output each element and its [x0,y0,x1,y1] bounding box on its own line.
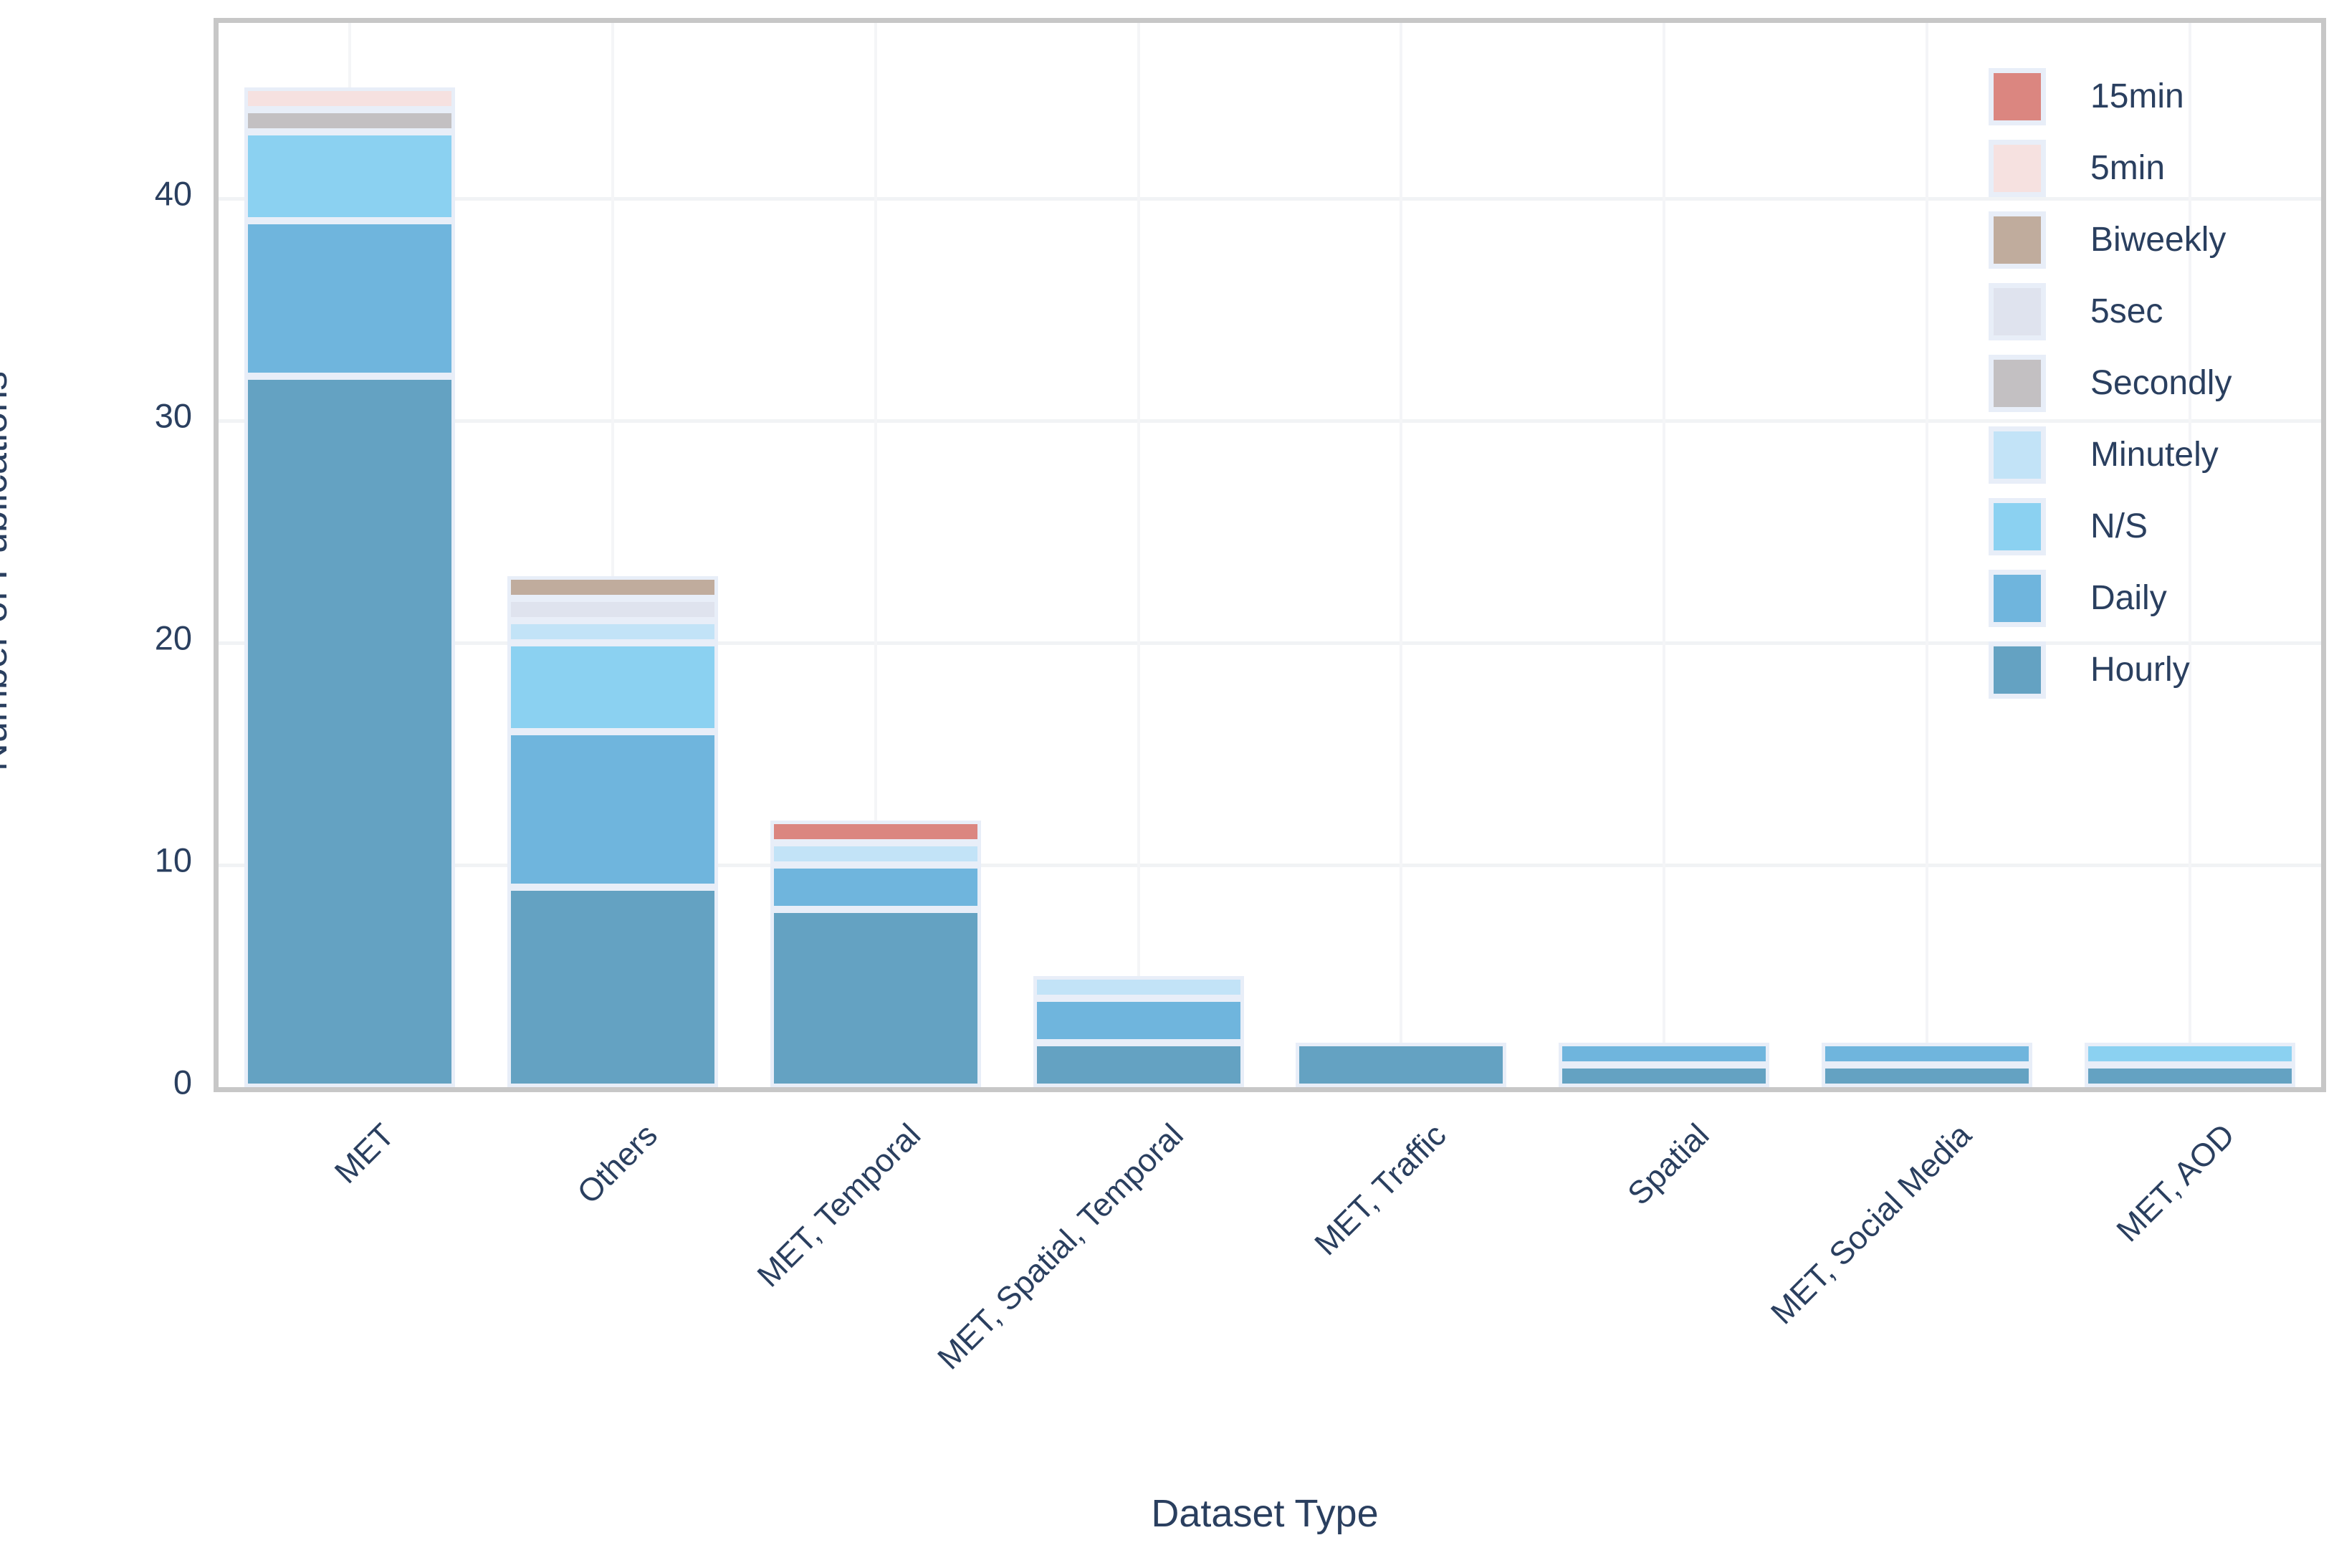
y-tick-label-20: 20 [154,618,192,657]
legend-item-15min: 15min [1989,61,2232,133]
bar-segment-5min [244,87,456,110]
gridline-horizontal [219,864,2321,867]
gridline-vertical [874,23,877,1087]
bar-met-aod [2084,23,2295,1087]
bar-met-traffic [1296,23,1507,1087]
legend-item-5sec: 5sec [1989,276,2232,348]
y-axis-title: Number of Publications [0,371,15,772]
bar-segment-minutely [1033,976,1244,998]
bar-segment-n-s [507,643,719,732]
legend-item-hourly: Hourly [1989,634,2232,706]
gridline-vertical [1925,23,1928,1087]
plot-area [214,18,2326,1092]
y-tick-label-10: 10 [154,841,192,879]
legend-label: Minutely [2090,436,2219,474]
bar-segment-daily [1033,998,1244,1043]
gridline-vertical [1663,23,1666,1087]
bar-segment-hourly [1821,1065,2032,1087]
bar-segment-hourly [244,376,456,1087]
legend-item-secondly: Secondly [1989,348,2232,419]
bar-segment-hourly [1033,1043,1244,1087]
legend-item-5min: 5min [1989,133,2232,204]
bar-segment-hourly [507,887,719,1087]
legend-label: Biweekly [2090,221,2227,259]
x-tick-label-met-temporal: MET, Temporal [750,1116,927,1294]
legend-label: Hourly [2090,651,2190,689]
x-tick-label-met: MET [327,1116,402,1191]
legend-item-minutely: Minutely [1989,419,2232,491]
bar-segment-daily [1559,1043,1770,1065]
legend-swatch-icon [1989,641,2046,699]
bar-segment-n-s [244,132,456,221]
bar-segment-daily [244,221,456,376]
legend-swatch-icon [1989,283,2046,340]
legend-swatch-icon [1989,355,2046,412]
bar-others [507,23,719,1087]
bar-met-spatial-temporal [1033,23,1244,1087]
bar-met-social-media [1821,23,2032,1087]
x-tick-label-met-aod: MET, AOD [2108,1116,2242,1249]
legend-item-daily: Daily [1989,563,2232,634]
legend-swatch-icon [1989,211,2046,269]
bar-segment-5sec [507,598,719,621]
gridline-horizontal [219,197,2321,201]
legend: 15min 5min Biweekly 5sec Secondly Minutely N/S… [1989,61,2232,706]
bar-segment-minutely [507,621,719,643]
bar-segment-hourly [2084,1065,2295,1087]
legend-label: 5min [2090,149,2166,187]
legend-label: Secondly [2090,364,2232,402]
bar-segment-daily [770,865,981,909]
bar-segment-hourly [770,909,981,1087]
legend-label: N/S [2090,507,2148,545]
legend-swatch-icon [1989,426,2046,484]
y-tick-label-30: 30 [154,396,192,435]
bar-spatial [1559,23,1770,1087]
x-tick-label-spatial: Spatial [1620,1116,1716,1213]
x-tick-label-met-traffic: MET, Traffic [1306,1116,1453,1263]
legend-item-biweekly: Biweekly [1989,204,2232,276]
legend-swatch-icon [1989,68,2046,125]
legend-label: 5sec [2090,292,2163,330]
legend-swatch-icon [1989,570,2046,627]
bar-segment-secondly [244,110,456,132]
bar-met-temporal [770,23,981,1087]
legend-label: Daily [2090,579,2167,617]
legend-swatch-icon [1989,140,2046,197]
bar-segment-n-s [2084,1043,2295,1065]
x-tick-label-others: Others [570,1116,665,1211]
bar-segment-hourly [1296,1043,1507,1087]
gridline-horizontal [219,419,2321,423]
gridline-vertical [1400,23,1403,1087]
x-axis-title: Dataset Type [1151,1492,1379,1535]
gridline-vertical [1137,23,1140,1087]
bar-segment-hourly [1559,1065,1770,1087]
bar-segment-daily [507,732,719,887]
x-tick-label-met-spatial-temporal: MET, Spatial, Temporal [929,1116,1190,1377]
bar-met [244,23,456,1087]
legend-swatch-icon [1989,498,2046,555]
y-tick-label-40: 40 [154,174,192,213]
bar-segment-daily [1821,1043,2032,1065]
gridline-horizontal [219,641,2321,645]
bar-segment-15min [770,821,981,843]
legend-item-n-s: N/S [1989,491,2232,563]
legend-label: 15min [2090,77,2184,115]
x-tick-label-met-social-media: MET, Social Media [1764,1116,1979,1332]
gridline-vertical [611,23,615,1087]
gridline-vertical [2188,23,2191,1087]
y-tick-label-0: 0 [173,1063,192,1101]
bar-segment-minutely [770,843,981,865]
bar-segment-biweekly [507,576,719,598]
